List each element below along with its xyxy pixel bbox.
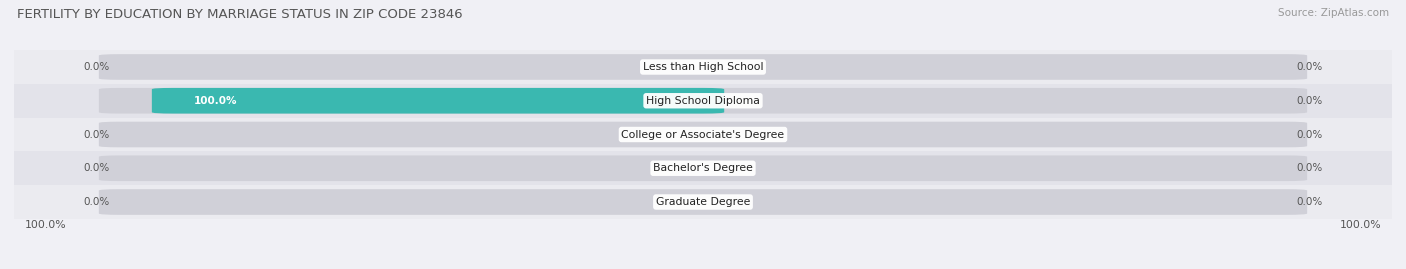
Text: Source: ZipAtlas.com: Source: ZipAtlas.com bbox=[1278, 8, 1389, 18]
Text: 0.0%: 0.0% bbox=[1296, 129, 1323, 140]
Text: High School Diploma: High School Diploma bbox=[647, 96, 759, 106]
Text: FERTILITY BY EDUCATION BY MARRIAGE STATUS IN ZIP CODE 23846: FERTILITY BY EDUCATION BY MARRIAGE STATU… bbox=[17, 8, 463, 21]
FancyBboxPatch shape bbox=[98, 88, 1308, 114]
Bar bbox=[14, 185, 1392, 219]
Text: 0.0%: 0.0% bbox=[83, 62, 110, 72]
Text: 100.0%: 100.0% bbox=[1340, 220, 1381, 229]
Text: 0.0%: 0.0% bbox=[1296, 163, 1323, 173]
Text: Bachelor's Degree: Bachelor's Degree bbox=[652, 163, 754, 173]
FancyBboxPatch shape bbox=[98, 54, 1308, 80]
Text: Less than High School: Less than High School bbox=[643, 62, 763, 72]
Text: 0.0%: 0.0% bbox=[1296, 62, 1323, 72]
FancyBboxPatch shape bbox=[152, 88, 724, 114]
Bar bbox=[14, 50, 1392, 84]
Text: 0.0%: 0.0% bbox=[83, 163, 110, 173]
Text: 100.0%: 100.0% bbox=[25, 220, 66, 229]
Text: 0.0%: 0.0% bbox=[83, 197, 110, 207]
Bar bbox=[14, 151, 1392, 185]
Text: Graduate Degree: Graduate Degree bbox=[655, 197, 751, 207]
Bar bbox=[14, 84, 1392, 118]
FancyBboxPatch shape bbox=[98, 189, 1308, 215]
FancyBboxPatch shape bbox=[98, 155, 1308, 181]
Text: 0.0%: 0.0% bbox=[83, 129, 110, 140]
Text: 0.0%: 0.0% bbox=[1296, 197, 1323, 207]
FancyBboxPatch shape bbox=[98, 122, 1308, 147]
Bar bbox=[14, 118, 1392, 151]
Text: 0.0%: 0.0% bbox=[1296, 96, 1323, 106]
Text: 100.0%: 100.0% bbox=[194, 96, 238, 106]
Text: College or Associate's Degree: College or Associate's Degree bbox=[621, 129, 785, 140]
